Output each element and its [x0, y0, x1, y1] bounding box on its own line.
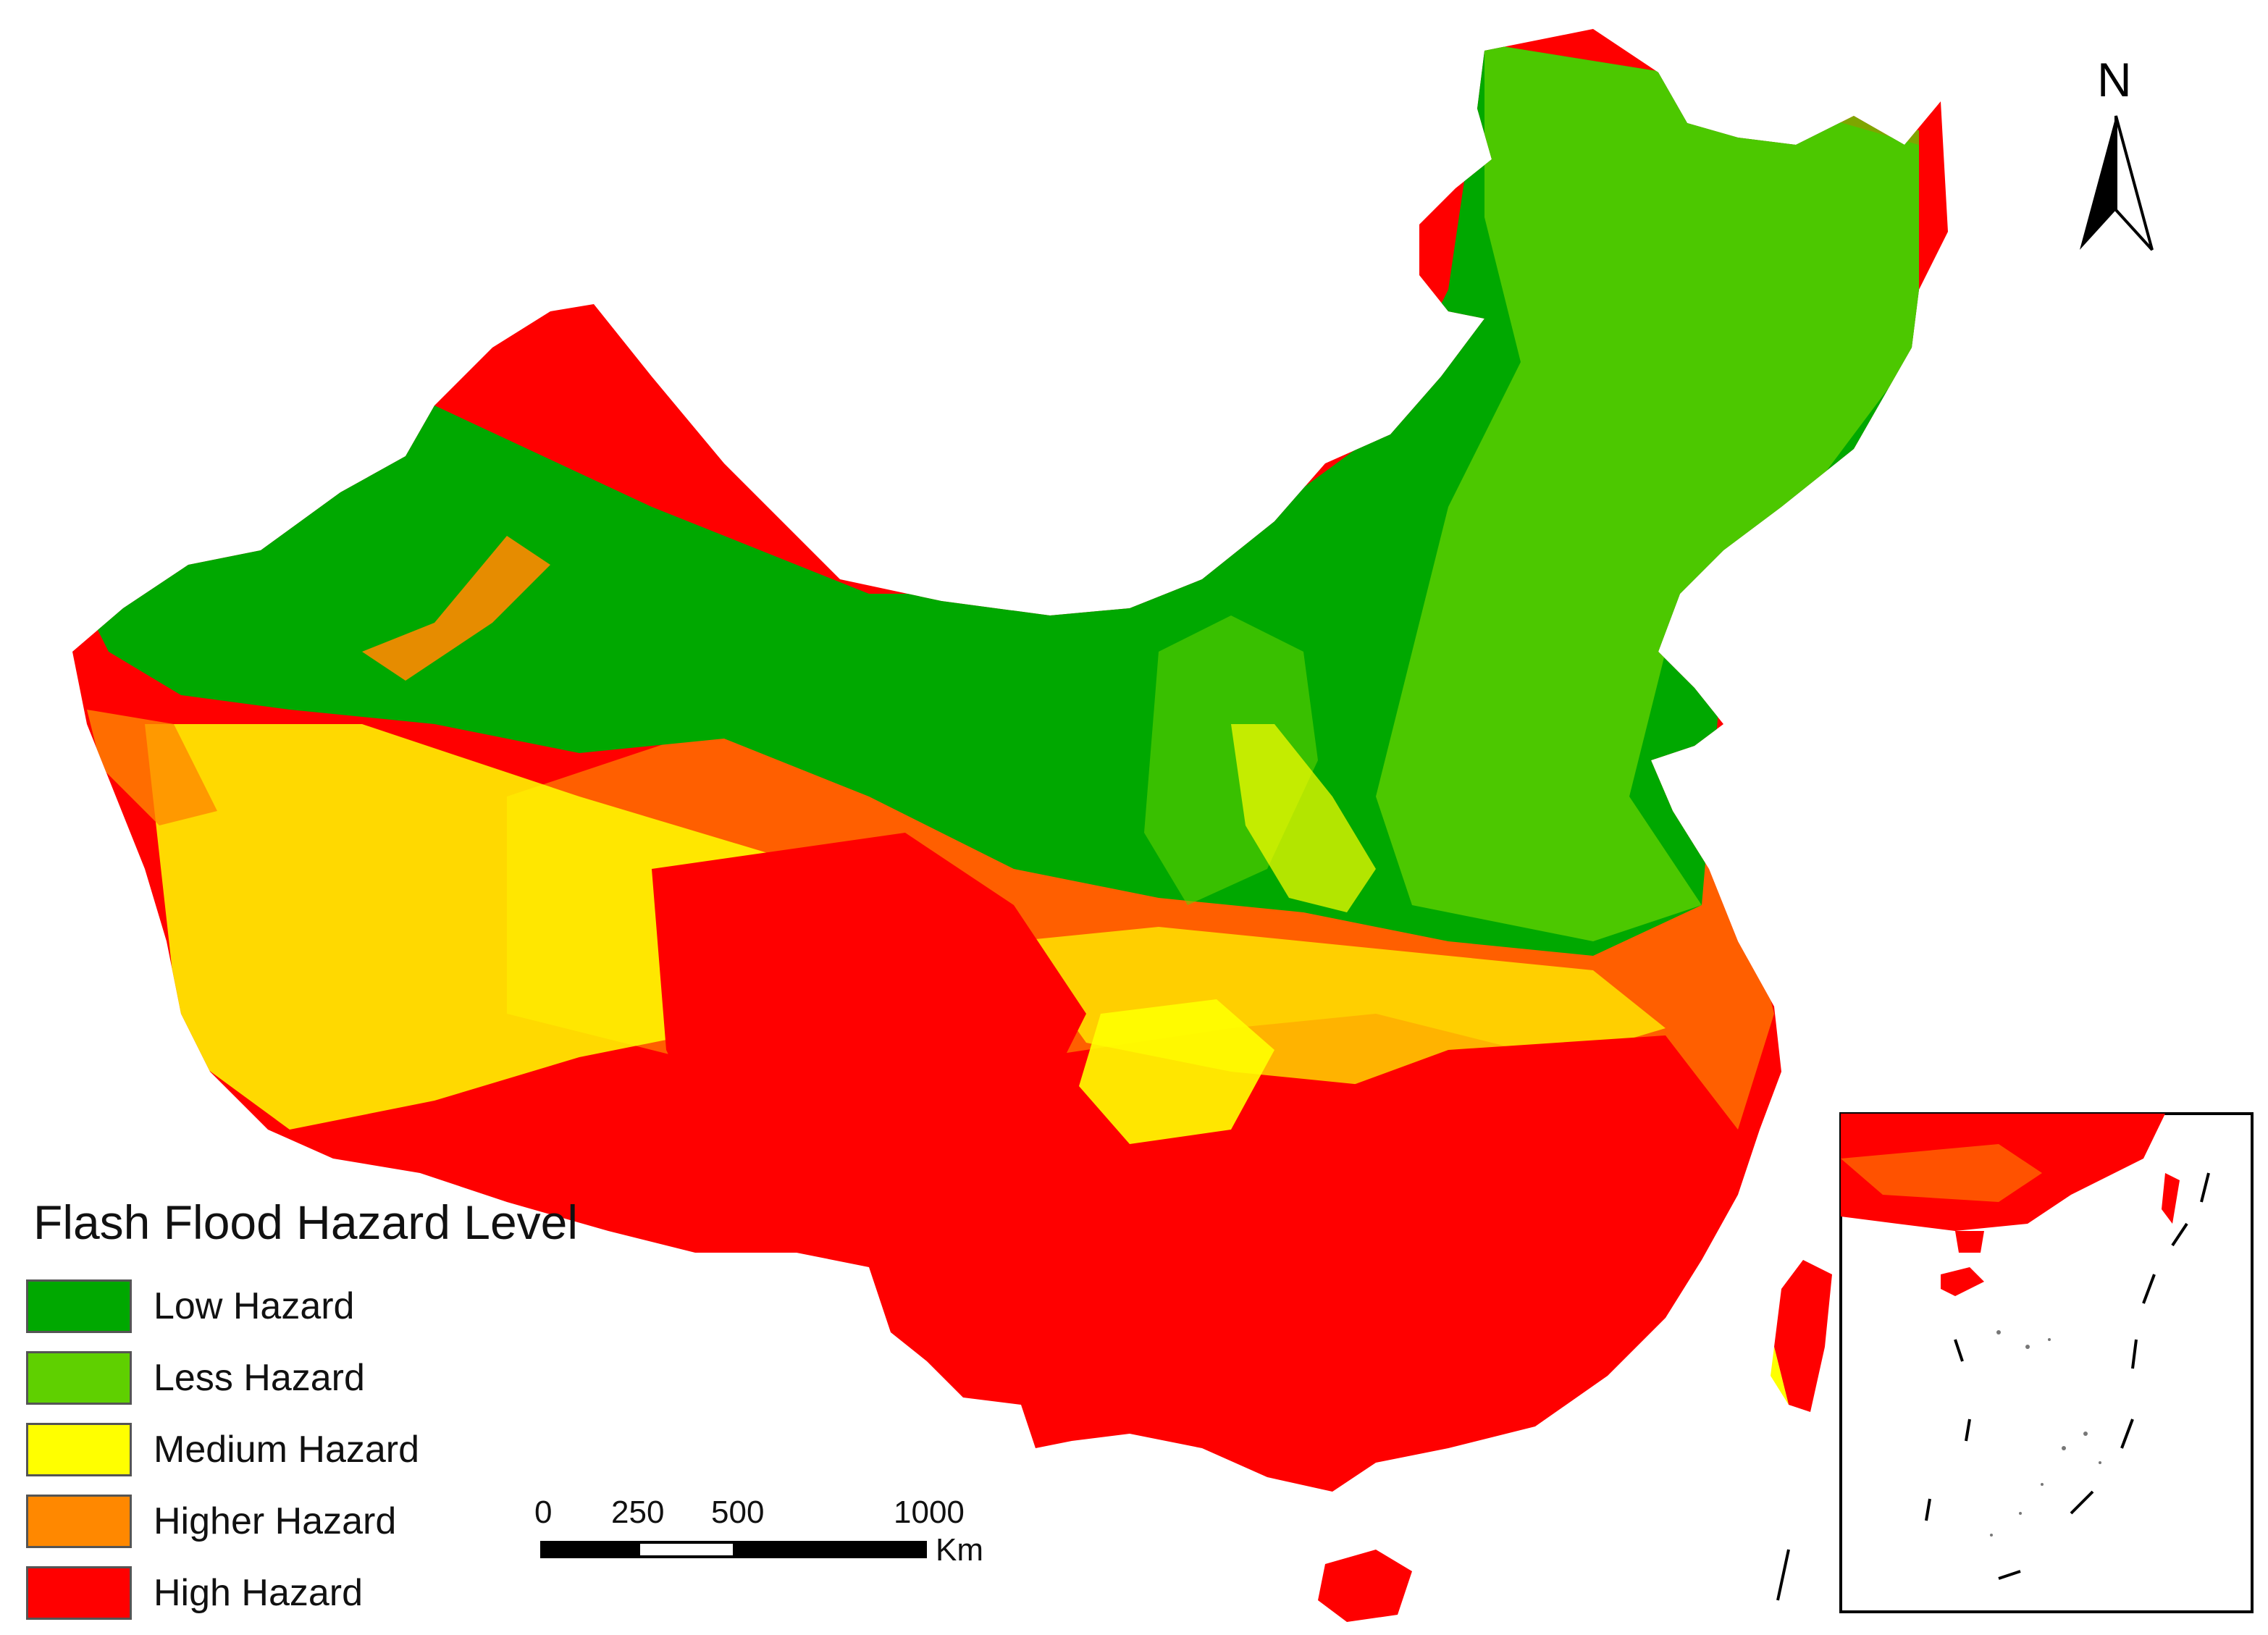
legend-label: High Hazard [154, 1571, 364, 1614]
legend-title: Flash Flood Hazard Level [33, 1195, 579, 1249]
legend-swatch [26, 1279, 132, 1333]
scale-tick-1000: 1000 [894, 1495, 965, 1530]
scale-bar [540, 1541, 927, 1558]
legend-swatch [26, 1350, 132, 1405]
legend-label: Low Hazard [154, 1285, 355, 1327]
boundary-marks [1776, 1549, 1790, 1601]
legend-label: Higher Hazard [154, 1500, 397, 1542]
legend-item-less: Less Hazard [26, 1342, 678, 1413]
scale-tick-500: 500 [711, 1495, 765, 1530]
legend-item-higher: Higher Hazard [26, 1485, 678, 1557]
north-arrow-icon [2080, 115, 2154, 251]
scale-tick-250: 250 [611, 1495, 665, 1530]
legend-swatch [26, 1422, 132, 1476]
legend-label: Less Hazard [154, 1356, 365, 1399]
north-label: N [2097, 53, 2132, 106]
scale-tick-0: 0 [534, 1495, 553, 1530]
legend-swatch [26, 1565, 132, 1620]
legend-item-high: High Hazard [26, 1557, 678, 1628]
legend-label: Medium Hazard [154, 1428, 420, 1471]
scale-unit: Km [936, 1532, 983, 1568]
legend-swatch [26, 1494, 132, 1548]
islands-dots [1990, 1330, 2101, 1537]
nine-dash-line [1925, 1172, 2210, 1580]
legend-item-medium: Medium Hazard [26, 1413, 678, 1485]
south-china-sea-inset [1839, 1112, 2254, 1613]
legend-item-low: Low Hazard [26, 1270, 678, 1342]
legend: Flash Flood Hazard Level Low Hazard Less… [26, 1195, 678, 1628]
